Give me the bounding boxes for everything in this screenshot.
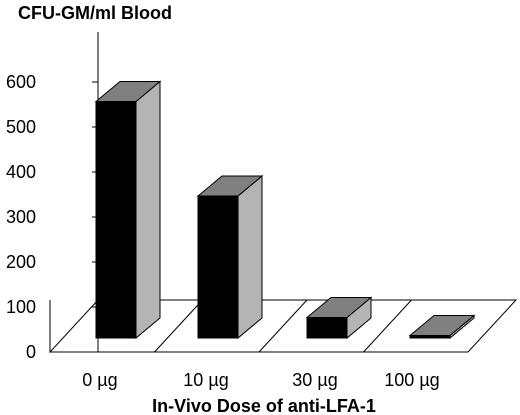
bars (94, 80, 476, 340)
y-tick-label: 200 (6, 252, 36, 272)
bar (196, 174, 264, 340)
y-tick-label: 300 (6, 207, 36, 227)
bar-front (409, 335, 451, 339)
y-tick-label: 100 (6, 297, 36, 317)
bar (94, 80, 162, 340)
bar (408, 314, 476, 340)
y-tick-label: 400 (6, 162, 36, 182)
x-axis-label: In-Vivo Dose of anti-LFA-1 (152, 396, 376, 415)
x-tick-label: 10 µg (183, 370, 228, 390)
x-tick-label: 100 µg (384, 370, 439, 390)
y-tick-label: 0 (26, 342, 36, 362)
bar-front (306, 317, 348, 339)
bar (305, 296, 373, 340)
bar-side (237, 174, 263, 340)
x-tick-labels: 0 µg 10 µg 30 µg 100 µg (82, 370, 439, 390)
y-axis-label: CFU-GM/ml Blood (18, 3, 172, 23)
y-tick-labels: 0 100 200 300 400 500 600 (6, 72, 98, 362)
bar-side (135, 80, 161, 340)
bar-front (197, 195, 239, 339)
floor-divider (154, 299, 203, 353)
y-tick-label: 500 (6, 117, 36, 137)
floor-divider (258, 299, 308, 353)
chart-floor (48, 299, 518, 353)
x-tick-label: 0 µg (82, 370, 117, 390)
x-tick-label: 30 µg (292, 370, 337, 390)
y-tick-label: 600 (6, 72, 36, 92)
bar-front (95, 101, 137, 339)
floor-divider (363, 299, 412, 353)
chart-axes (49, 32, 99, 352)
